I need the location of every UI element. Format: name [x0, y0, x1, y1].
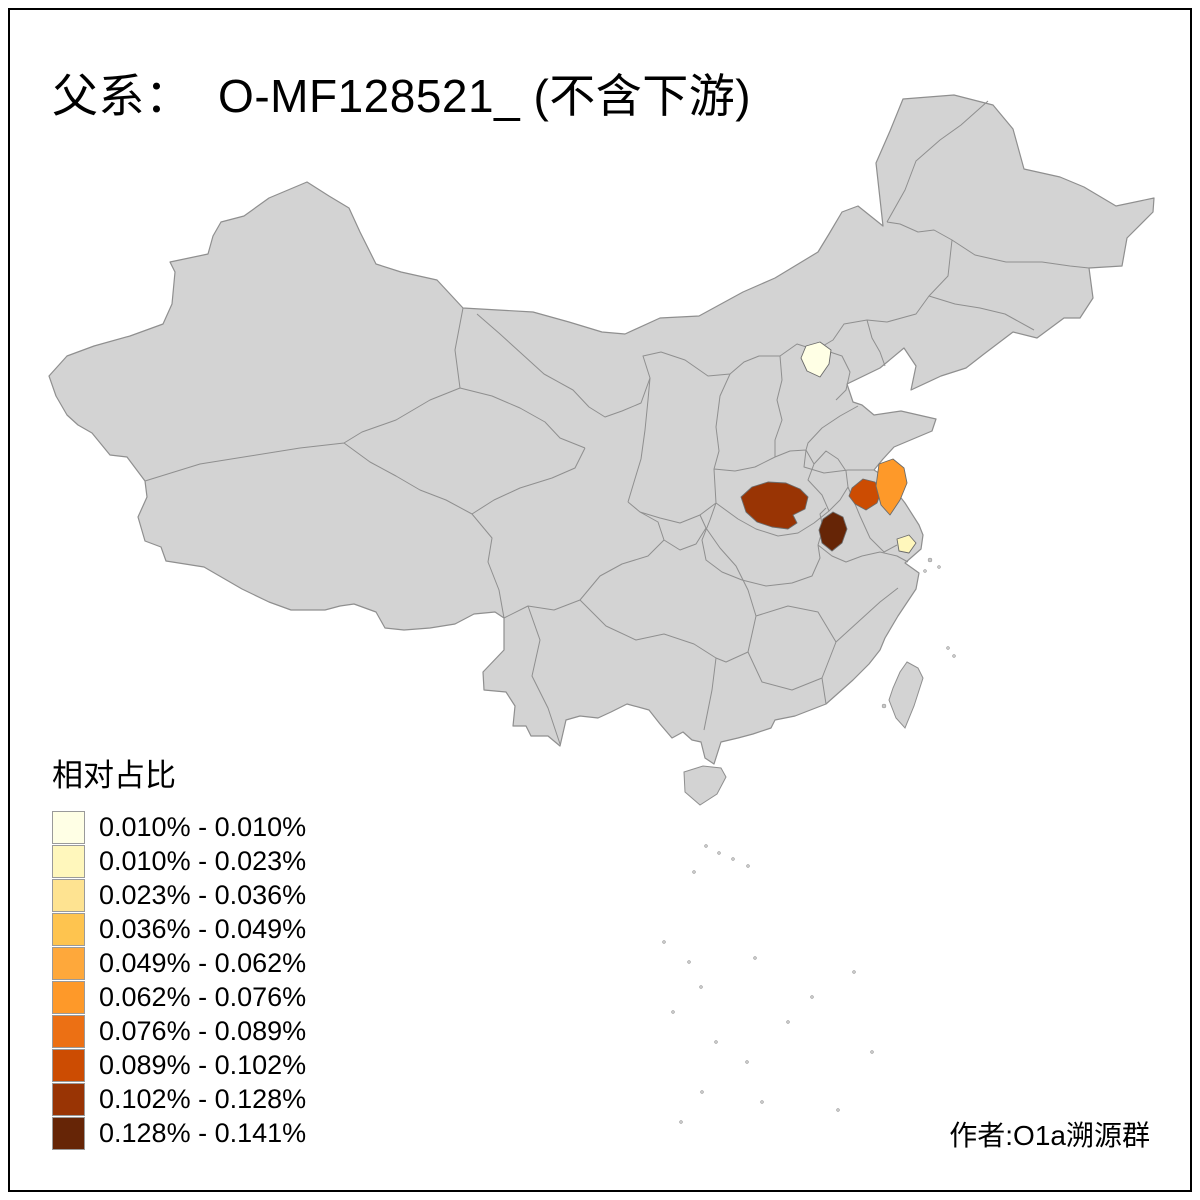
- legend-swatch: [52, 1015, 85, 1048]
- legend-row: 0.102% - 0.128%: [52, 1083, 306, 1116]
- province-borders: [144, 100, 1090, 745]
- legend-title: 相对占比: [52, 758, 176, 793]
- legend-row: 0.023% - 0.036%: [52, 879, 306, 912]
- highlighted-regions: [740, 341, 917, 554]
- map-region-beijing: [800, 341, 832, 378]
- legend-row: 0.010% - 0.010%: [52, 811, 306, 844]
- legend-label: 0.076% - 0.089%: [99, 1016, 307, 1046]
- legend-row: 0.049% - 0.062%: [52, 947, 306, 980]
- legend-row: 0.089% - 0.102%: [52, 1049, 306, 1082]
- legend-label: 0.049% - 0.062%: [99, 948, 307, 978]
- legend-label: 0.010% - 0.023%: [99, 846, 307, 876]
- author-credit: 作者:O1a溯源群: [949, 1120, 1150, 1151]
- map-region-coastal-jiangsu: [875, 458, 908, 516]
- taiwan-island: [888, 661, 924, 729]
- mainland-outline: [48, 94, 1155, 765]
- map-region-west-anhui: [818, 511, 848, 552]
- legend-row: 0.128% - 0.141%: [52, 1117, 306, 1150]
- legend-row: 0.076% - 0.089%: [52, 1015, 306, 1048]
- map-region-shanghai: [896, 534, 917, 554]
- legend-swatch: [52, 1083, 85, 1116]
- legend-row: 0.062% - 0.076%: [52, 981, 306, 1014]
- legend-swatch: [52, 811, 85, 844]
- map-region-north-jiangsu: [848, 478, 882, 511]
- legend-label: 0.128% - 0.141%: [99, 1118, 307, 1148]
- map-region-south-henan: [740, 481, 809, 530]
- legend-label: 0.062% - 0.076%: [99, 982, 307, 1012]
- legend-swatch: [52, 947, 85, 980]
- legend-swatch: [52, 879, 85, 912]
- legend-label: 0.010% - 0.010%: [99, 812, 307, 842]
- legend-swatch: [52, 1117, 85, 1150]
- legend-row: 0.010% - 0.023%: [52, 845, 306, 878]
- map-title: 父系： O-MF128521_ (不含下游): [52, 70, 752, 122]
- legend-swatch: [52, 1049, 85, 1082]
- hainan-island: [683, 765, 727, 806]
- legend-label: 0.023% - 0.036%: [99, 880, 307, 910]
- legend-row: 0.036% - 0.049%: [52, 913, 306, 946]
- legend-label: 0.036% - 0.049%: [99, 914, 307, 944]
- legend-swatch: [52, 981, 85, 1014]
- legend-swatch: [52, 913, 85, 946]
- small-islands: [662, 557, 956, 1124]
- legend: 相对占比 0.010% - 0.010% 0.010% - 0.023% 0.023…: [52, 750, 306, 1151]
- legend-label: 0.089% - 0.102%: [99, 1050, 307, 1080]
- legend-label: 0.102% - 0.128%: [99, 1084, 307, 1114]
- legend-rows: 0.010% - 0.010% 0.010% - 0.023% 0.023% - 0…: [52, 811, 306, 1150]
- legend-swatch: [52, 845, 85, 878]
